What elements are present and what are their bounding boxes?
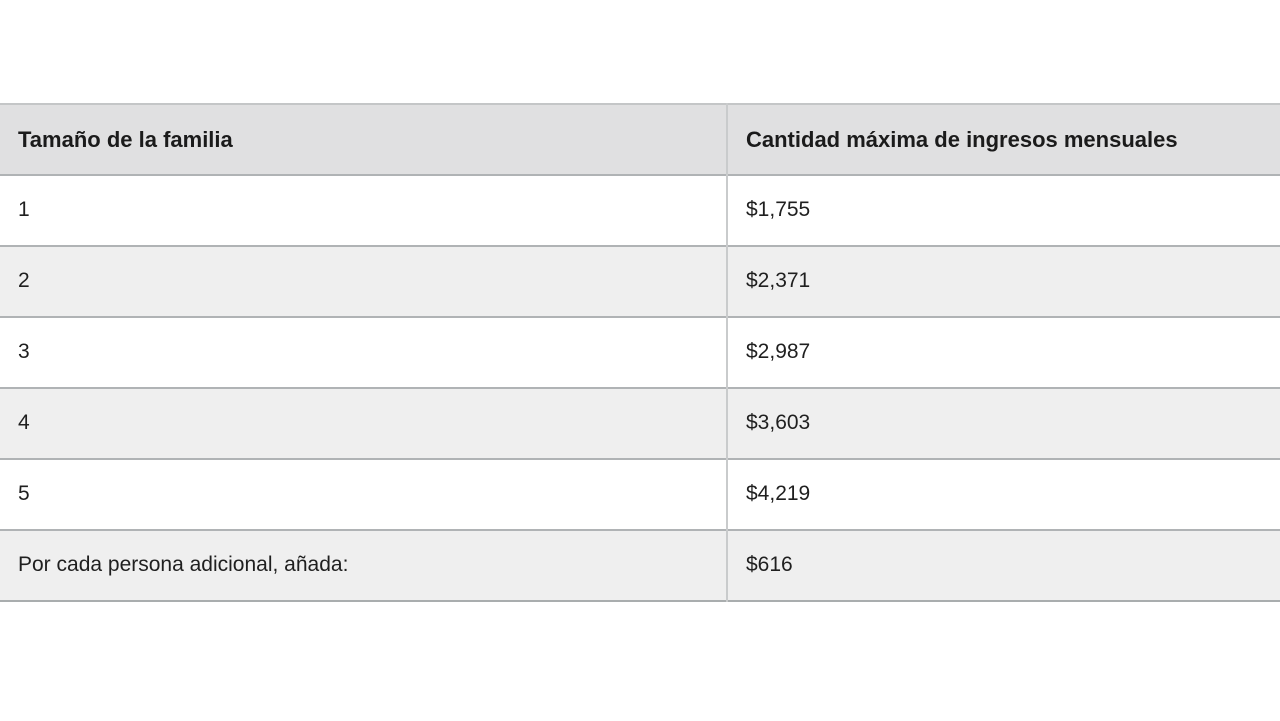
- table-row: 5 $4,219: [0, 458, 1280, 530]
- table-row: 4 $3,603: [0, 387, 1280, 459]
- family-size-cell: 2: [0, 245, 727, 317]
- max-income-cell: $616: [726, 529, 1280, 601]
- table-header-row: Tamaño de la familia Cantidad máxima de …: [0, 104, 1280, 175]
- family-size-cell: 1: [0, 174, 727, 246]
- max-income-cell: $4,219: [726, 458, 1280, 530]
- family-size-cell: Por cada persona adicional, añada:: [0, 529, 727, 601]
- table-row: Por cada persona adicional, añada: $616: [0, 529, 1280, 601]
- max-income-cell: $3,603: [726, 387, 1280, 459]
- table-row: 2 $2,371: [0, 245, 1280, 317]
- family-size-cell: 3: [0, 316, 727, 388]
- column-header-family-size: Tamaño de la familia: [0, 104, 727, 175]
- family-size-cell: 4: [0, 387, 727, 459]
- table-row: 1 $1,755: [0, 174, 1280, 246]
- column-header-max-income: Cantidad máxima de ingresos mensuales: [726, 104, 1280, 175]
- income-limits-section: Tamaño de la familia Cantidad máxima de …: [0, 103, 1280, 602]
- income-limits-table: Tamaño de la familia Cantidad máxima de …: [0, 103, 1280, 602]
- max-income-cell: $2,987: [726, 316, 1280, 388]
- max-income-cell: $2,371: [726, 245, 1280, 317]
- max-income-cell: $1,755: [726, 174, 1280, 246]
- family-size-cell: 5: [0, 458, 727, 530]
- table-row: 3 $2,987: [0, 316, 1280, 388]
